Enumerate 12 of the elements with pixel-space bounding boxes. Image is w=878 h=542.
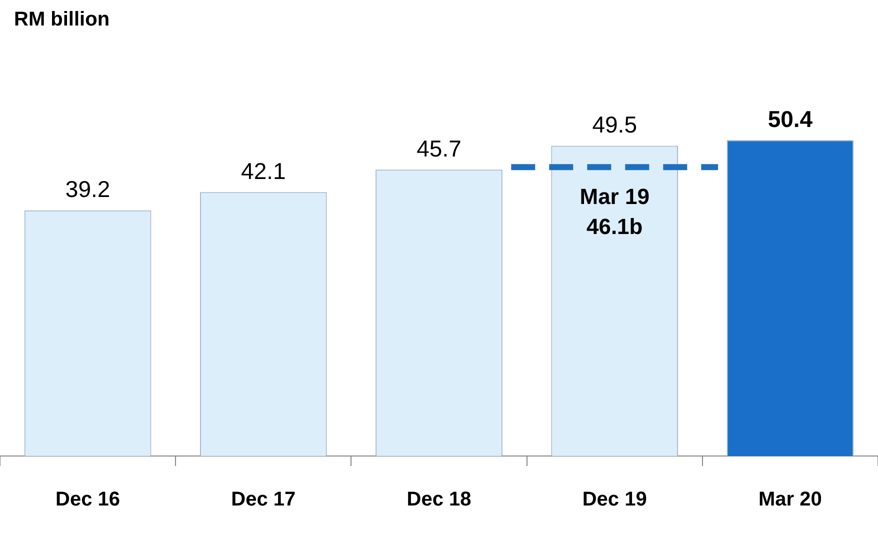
- x-tick-label: Mar 20: [758, 488, 822, 511]
- x-tick-label: Dec 16: [56, 488, 120, 511]
- x-tick-label: Dec 17: [231, 488, 296, 511]
- data-label: 49.5: [592, 112, 637, 138]
- data-label: 39.2: [65, 176, 110, 202]
- x-tick-label: Dec 18: [406, 488, 472, 511]
- data-label: 42.1: [241, 158, 286, 184]
- x-tick-label: Dec 19: [582, 488, 647, 511]
- data-label: 45.7: [416, 135, 462, 162]
- data-label: 50.4: [768, 106, 813, 132]
- ref-line-label: Mar 19 46.1b: [580, 184, 650, 240]
- text: RM billion: [14, 8, 110, 31]
